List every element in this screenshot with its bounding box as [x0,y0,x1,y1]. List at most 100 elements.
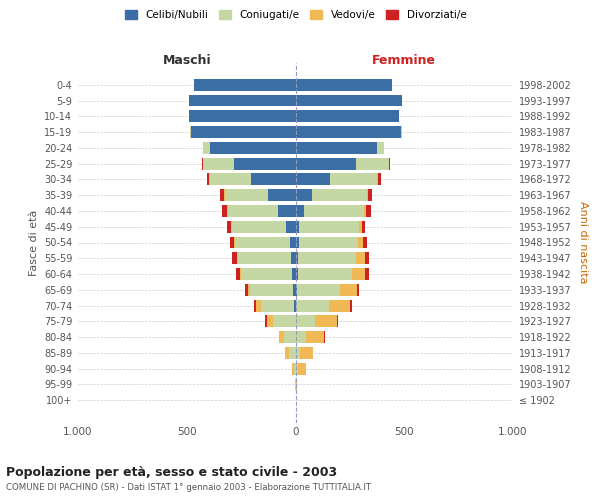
Bar [290,236,296,248]
Bar [306,331,324,343]
Bar [272,316,296,328]
Bar [207,174,209,186]
Bar [299,236,358,248]
Bar [223,205,227,217]
Bar [254,300,256,312]
Bar [356,252,365,264]
Bar [294,363,296,374]
Bar [299,221,359,232]
Bar [230,236,235,248]
Bar [191,126,296,138]
Bar [279,331,284,343]
Bar [304,205,364,217]
Bar [377,142,384,154]
Bar [289,347,296,359]
Bar [296,174,330,186]
Bar [251,174,296,186]
Bar [298,363,306,374]
Bar [265,316,266,328]
Bar [238,252,291,264]
Bar [350,300,352,312]
Bar [330,174,377,186]
Bar [256,300,260,312]
Bar [296,300,329,312]
Bar [194,79,296,90]
Bar [377,174,378,186]
Bar [297,284,340,296]
Bar [231,221,232,232]
Bar [296,221,299,232]
Bar [296,268,298,280]
Bar [298,252,356,264]
Bar [368,190,372,201]
Bar [250,284,293,296]
Bar [224,190,225,201]
Text: COMUNE DI PACHINO (SR) - Dati ISTAT 1° gennaio 2003 - Elaborazione TUTTITALIA.IT: COMUNE DI PACHINO (SR) - Dati ISTAT 1° g… [6,484,371,492]
Bar [240,268,241,280]
Bar [227,221,231,232]
Bar [366,205,371,217]
Bar [337,316,338,328]
Bar [365,268,368,280]
Bar [296,205,304,217]
Bar [296,142,377,154]
Bar [340,284,357,296]
Bar [237,252,238,264]
Bar [209,142,296,154]
Legend: Celibi/Nubili, Coniugati/e, Vedovi/e, Divorziati/e: Celibi/Nubili, Coniugati/e, Vedovi/e, Di… [125,10,466,20]
Bar [227,205,228,217]
Bar [291,252,296,264]
Bar [292,363,294,374]
Bar [189,110,296,122]
Bar [365,252,370,264]
Bar [295,300,296,312]
Bar [286,221,296,232]
Bar [189,94,296,106]
Bar [225,190,268,201]
Bar [245,284,248,296]
Bar [220,190,224,201]
Bar [266,316,272,328]
Bar [315,316,337,328]
Bar [233,158,296,170]
Bar [296,252,298,264]
Bar [241,268,292,280]
Y-axis label: Anni di nascita: Anni di nascita [578,201,588,284]
Bar [357,284,359,296]
Bar [278,205,296,217]
Bar [296,110,400,122]
Bar [296,378,297,390]
Bar [324,331,325,343]
Bar [364,205,366,217]
Bar [232,252,237,264]
Bar [190,126,191,138]
Bar [329,300,350,312]
Bar [296,79,392,90]
Bar [352,268,365,280]
Bar [248,284,250,296]
Bar [298,268,352,280]
Bar [362,221,365,232]
Bar [284,331,296,343]
Bar [296,190,313,201]
Text: Femmine: Femmine [372,54,436,67]
Bar [367,190,368,201]
Bar [202,158,203,170]
Y-axis label: Fasce di età: Fasce di età [29,210,38,276]
Bar [228,205,278,217]
Bar [300,347,313,359]
Bar [359,221,362,232]
Bar [236,268,240,280]
Bar [293,284,296,296]
Bar [358,236,363,248]
Bar [356,158,389,170]
Bar [296,126,401,138]
Bar [296,94,401,106]
Bar [296,363,298,374]
Bar [209,174,251,186]
Bar [378,174,381,186]
Bar [401,126,402,138]
Bar [296,331,306,343]
Bar [203,142,209,154]
Bar [296,236,299,248]
